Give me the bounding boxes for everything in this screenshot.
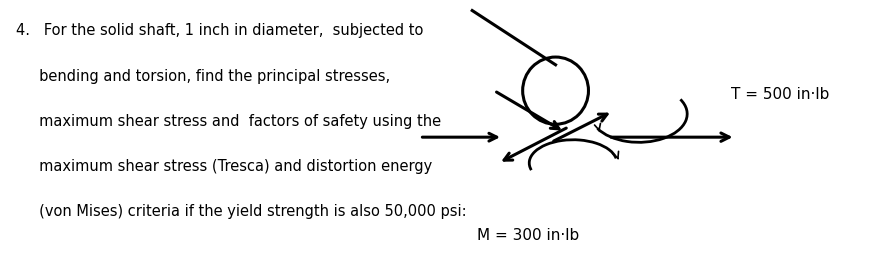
Text: maximum shear stress and  factors of safety using the: maximum shear stress and factors of safe…	[16, 114, 442, 129]
Text: maximum shear stress (Tresca) and distortion energy: maximum shear stress (Tresca) and distor…	[16, 159, 432, 174]
Text: (von Mises) criteria if the yield strength is also 50,000 psi:: (von Mises) criteria if the yield streng…	[16, 204, 466, 219]
Text: T = 500 in·lb: T = 500 in·lb	[731, 87, 829, 102]
Text: 4.   For the solid shaft, 1 inch in diameter,  subjected to: 4. For the solid shaft, 1 inch in diamet…	[16, 23, 423, 39]
Text: bending and torsion, find the principal stresses,: bending and torsion, find the principal …	[16, 69, 390, 84]
Text: M = 300 in·lb: M = 300 in·lb	[477, 228, 579, 243]
